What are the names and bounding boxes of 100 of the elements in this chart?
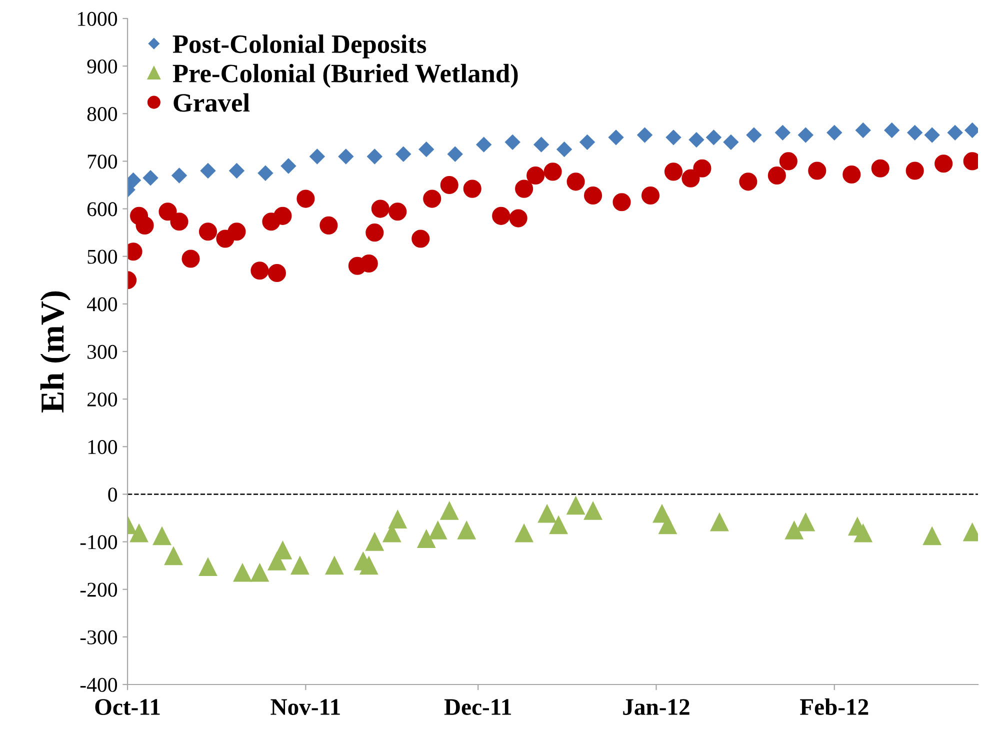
point <box>182 250 200 268</box>
point <box>320 216 338 234</box>
y-tick-label: -200 <box>80 582 118 597</box>
point <box>515 180 534 198</box>
point <box>258 166 274 181</box>
point <box>580 134 595 150</box>
point <box>366 224 384 242</box>
point <box>884 122 900 138</box>
point <box>964 122 978 138</box>
y-tick-label: 800 <box>87 107 118 122</box>
y-tick-label: -400 <box>80 678 118 692</box>
x-tick-label: Oct-11 <box>95 699 160 716</box>
point <box>785 521 804 540</box>
point <box>325 556 344 575</box>
y-tick-label: 100 <box>88 440 118 454</box>
point <box>142 170 158 186</box>
point <box>739 172 758 191</box>
point <box>440 502 458 520</box>
point <box>130 524 148 542</box>
x-tick-label: Feb-12 <box>800 698 868 716</box>
point <box>534 136 549 152</box>
point <box>808 162 826 180</box>
point <box>504 134 520 150</box>
point <box>367 148 382 164</box>
point <box>566 172 585 191</box>
point <box>526 166 545 185</box>
point <box>233 564 252 582</box>
point <box>658 516 677 534</box>
point <box>906 162 924 180</box>
point <box>418 142 434 157</box>
point <box>296 190 315 208</box>
y-tick-label: 900 <box>87 59 118 74</box>
point <box>826 125 842 140</box>
point <box>164 547 183 566</box>
y-tick-label: 500 <box>88 250 118 264</box>
y-axis-title: Eh (mV) <box>40 291 71 413</box>
point <box>768 166 786 185</box>
legend-label: Post-Colonial Deposits <box>172 34 426 58</box>
point <box>842 166 861 184</box>
point <box>198 222 218 241</box>
x-tick-label: Jan-12 <box>623 699 690 716</box>
point <box>268 264 286 282</box>
point <box>509 209 528 228</box>
y-tick-label: -300 <box>80 630 118 644</box>
point <box>798 127 814 143</box>
y-tick-label: 300 <box>88 344 118 359</box>
y-tick-label: 400 <box>86 297 118 312</box>
point <box>854 524 872 542</box>
point <box>338 148 354 164</box>
point <box>706 130 722 145</box>
point <box>417 530 436 548</box>
y-tick-label: 600 <box>87 202 118 216</box>
point <box>923 527 942 546</box>
point <box>608 130 624 145</box>
point <box>775 125 790 140</box>
point <box>274 541 292 560</box>
point <box>779 152 798 170</box>
point <box>250 262 269 280</box>
point <box>856 122 871 138</box>
point <box>290 556 309 575</box>
y-tick-label: 200 <box>87 392 118 407</box>
point <box>693 159 712 178</box>
point <box>796 513 815 532</box>
point <box>492 206 510 225</box>
point <box>556 142 572 157</box>
point <box>476 136 492 152</box>
point <box>158 202 177 221</box>
point <box>515 524 534 542</box>
point <box>641 186 660 204</box>
point <box>360 556 378 575</box>
point <box>388 202 407 221</box>
point <box>746 127 762 143</box>
y-tick-label: -100 <box>80 535 118 550</box>
point <box>544 162 562 181</box>
point <box>458 521 476 540</box>
legend-label: Gravel <box>174 93 250 112</box>
point <box>428 521 447 540</box>
point <box>412 230 430 248</box>
point <box>274 206 292 225</box>
point <box>228 222 246 241</box>
point <box>198 558 218 576</box>
point <box>229 163 244 178</box>
point <box>666 130 682 145</box>
point <box>924 127 940 143</box>
point <box>710 513 728 532</box>
point <box>934 154 953 173</box>
point <box>907 125 922 140</box>
point <box>280 158 296 174</box>
point <box>423 190 442 208</box>
point <box>566 496 585 515</box>
point <box>250 564 269 582</box>
point <box>152 527 172 546</box>
point <box>388 510 407 528</box>
y-tick-label: 1000 <box>78 12 118 26</box>
point <box>538 504 556 523</box>
point <box>360 254 378 273</box>
y-tick-label: 700 <box>88 154 118 169</box>
point <box>723 134 739 150</box>
point <box>371 200 390 218</box>
point <box>584 502 602 520</box>
